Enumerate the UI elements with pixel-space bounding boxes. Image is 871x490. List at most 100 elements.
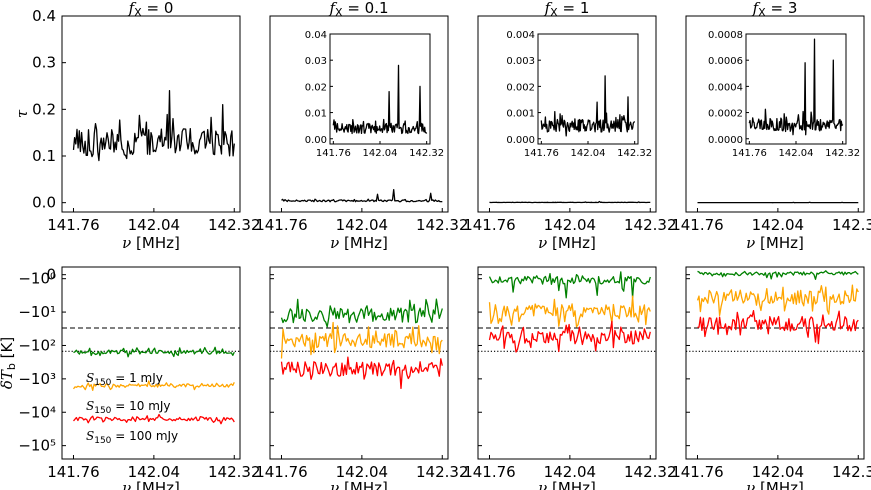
dTb_fx01-xtick-label-0: 141.76: [255, 463, 308, 481]
tau_fx1-inset-xtick-label-2: 142.32: [617, 148, 652, 159]
tau_fx0-ytick-label-3: 0.3: [32, 54, 56, 72]
tau_fx1-series-0: [489, 200, 651, 204]
tau_fx1-axes: [477, 15, 657, 213]
dTb_fx0-ytick-label-2: −10¹: [18, 303, 56, 321]
tau_fx0-series-0: [72, 90, 235, 162]
tau_fx1-inset-xtick-label-1: 142.04: [571, 148, 606, 159]
tau_fx01-inset-ytick-label-4: 0.04: [305, 30, 327, 41]
tau_fx0-axes: [61, 15, 241, 213]
dTb_fx0-xtick-label-1: 142.04: [128, 463, 181, 481]
dTb_fx0-ytick-label-1: −10⁰: [18, 270, 56, 288]
dTb_fx0-series-2: [73, 413, 235, 425]
tau_fx0-ytick-label-1: 0.1: [32, 147, 56, 165]
dTb_fx0-xlabel: ν [MHz]: [122, 479, 180, 490]
dTb_fx1-series-2: [488, 320, 651, 353]
tau_fx3-inset-xtick-label-2: 142.32: [825, 148, 860, 159]
tau_fx01-inset-xtick-label-0: 141.76: [316, 148, 351, 159]
dTb_fx0-series-0: [73, 346, 235, 358]
panel-title-3: fX = 3: [752, 0, 798, 19]
tau_fx3-inset-axes: [745, 33, 847, 145]
tau_fx0-xlabel: ν [MHz]: [122, 234, 180, 252]
panel-title-1: fX = 0.1: [328, 0, 388, 19]
tau_fx0-ytick-label-0: 0.0: [32, 194, 56, 212]
tau_fx1-inset-ytick-label-3: 0.003: [506, 56, 535, 67]
tau_fx01-inset-ytick-label-1: 0.01: [305, 109, 327, 120]
tau_fx1-inset-xtick-label-0: 141.76: [524, 148, 559, 159]
dTb_fx0-ytick-label-6: −10⁵: [18, 437, 56, 455]
dTb_fx1-series-0: [488, 271, 651, 299]
dTb_fx0-legend-2: S150 = 100 mJy: [86, 429, 178, 446]
tau_fx1-xtick-label-1: 142.04: [544, 216, 597, 234]
dTb_fx0-xtick-label-0: 141.76: [47, 463, 100, 481]
dTb_fx0-ytick-label-4: −10³: [18, 370, 56, 388]
dTb_fx01-xtick-label-2: 142.32: [416, 463, 469, 481]
dTb_fx3-xtick-label-1: 142.04: [752, 463, 805, 481]
dTb_fx0-xtick-label-2: 142.32: [208, 463, 261, 481]
tau_fx01-inset-ytick-label-2: 0.02: [305, 82, 327, 93]
tau_fx3-inset-xtick-label-1: 142.04: [779, 148, 814, 159]
tau_fx01-axes: [269, 15, 449, 213]
tau_fx01-inset-ytick-label-3: 0.03: [305, 56, 327, 67]
tau_fx3-inset-series-0: [748, 38, 844, 136]
tau_fx3-xlabel: ν [MHz]: [746, 234, 804, 252]
dTb_fx0-ylabel: δTb [K]: [0, 337, 18, 389]
dTb_fx0-ytick-label-0: 0: [46, 266, 56, 284]
tau_fx0-ytick-label-2: 0.2: [32, 100, 56, 118]
dTb_fx01-series-0: [280, 298, 443, 328]
tau_fx01-xlabel: ν [MHz]: [330, 234, 388, 252]
tau_fx3-inset-ytick-label-1: 0.0002: [708, 109, 743, 120]
tau_fx3-inset-ytick-label-4: 0.0008: [708, 30, 743, 41]
dTb_fx0-legend-0: S150 = 1 mJy: [86, 371, 163, 388]
tau_fx0-xtick-label-2: 142.32: [208, 216, 261, 234]
tau_fx1-inset-ytick-label-2: 0.002: [506, 82, 535, 93]
dTb_fx3-axes: [685, 266, 865, 460]
dTb_fx0-legend-1: S150 = 10 mJy: [86, 399, 171, 416]
tau_fx01-xtick-label-0: 141.76: [255, 216, 308, 234]
dTb_fx3-xlabel: ν [MHz]: [746, 479, 804, 490]
panel-title-2: fX = 1: [544, 0, 590, 19]
dTb_fx1-xtick-label-1: 142.04: [544, 463, 597, 481]
dTb_fx0-series-1: [72, 380, 235, 391]
dTb_fx1-xtick-label-0: 141.76: [463, 463, 516, 481]
tau_fx1-inset-ytick-label-4: 0.004: [506, 30, 535, 41]
dTb_fx3-series-2: [697, 309, 859, 345]
dTb_fx3-xtick-label-2: 142.32: [832, 463, 871, 481]
tau_fx0-xtick-label-1: 142.04: [128, 216, 181, 234]
tau_fx1-xtick-label-2: 142.32: [624, 216, 677, 234]
dTb_fx1-series-1: [488, 295, 651, 328]
tau_fx01-xtick-label-2: 142.32: [416, 216, 469, 234]
dTb_fx0-axes: [61, 266, 241, 460]
tau_fx1-inset-ytick-label-1: 0.001: [506, 109, 535, 120]
tau_fx3-inset-ytick-label-0: 0.0000: [708, 135, 743, 146]
dTb_fx0-ytick-label-3: −10²: [18, 336, 56, 354]
dTb_fx1-xtick-label-2: 142.32: [624, 463, 677, 481]
tau_fx0-xtick-label-0: 141.76: [47, 216, 100, 234]
tau_fx1-inset-axes: [537, 33, 639, 145]
tau_fx3-inset-xtick-label-0: 141.76: [732, 148, 767, 159]
tau_fx3-xtick-label-2: 142.32: [832, 216, 871, 234]
dTb_fx01-xtick-label-1: 142.04: [336, 463, 389, 481]
tau_fx1-xlabel: ν [MHz]: [538, 234, 596, 252]
tau_fx01-inset-xtick-label-2: 142.32: [409, 148, 444, 159]
dTb_fx01-xlabel: ν [MHz]: [330, 479, 388, 490]
tau_fx3-axes: [685, 15, 865, 213]
dTb_fx01-axes: [269, 266, 449, 460]
dTb_fx01-series-2: [280, 356, 443, 390]
tau_fx0-ylabel: τ: [13, 109, 31, 118]
tau_fx3-inset-ytick-label-2: 0.0004: [708, 82, 743, 93]
dTb_fx01-series-1: [280, 321, 443, 359]
tau_fx01-series-0: [281, 188, 443, 203]
tau_fx3-xtick-label-0: 141.76: [671, 216, 724, 234]
tau_fx1-xtick-label-0: 141.76: [463, 216, 516, 234]
dTb_fx1-xlabel: ν [MHz]: [538, 479, 596, 490]
tau_fx01-inset-ytick-label-0: 0.00: [305, 135, 327, 146]
dTb_fx0-ytick-label-5: −10⁴: [18, 403, 56, 421]
tau_fx01-xtick-label-1: 142.04: [336, 216, 389, 234]
tau_fx01-inset-xtick-label-1: 142.04: [363, 148, 398, 159]
dTb_fx3-series-1: [696, 284, 859, 317]
tau_fx3-inset-ytick-label-3: 0.0006: [708, 56, 743, 67]
dTb_fx3-xtick-label-0: 141.76: [671, 463, 724, 481]
tau_fx01-inset-series-0: [332, 64, 428, 135]
tau_fx1-inset-series-0: [540, 75, 636, 137]
